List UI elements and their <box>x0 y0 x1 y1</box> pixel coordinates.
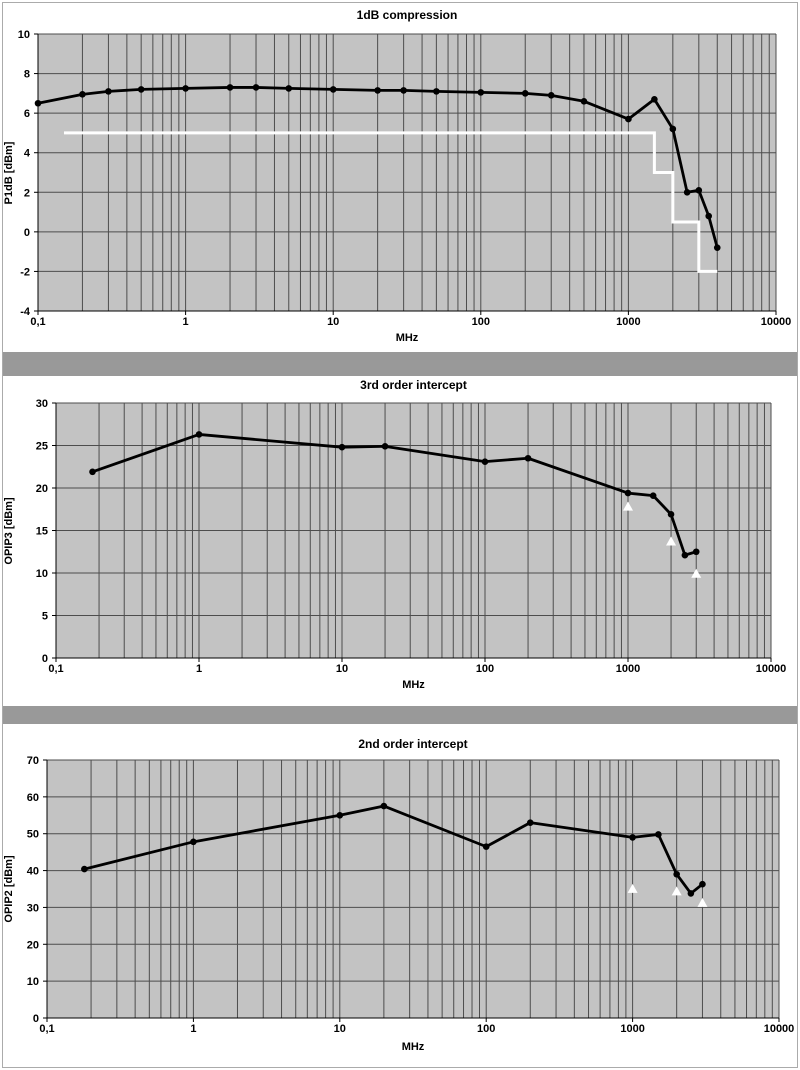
chart-title-opip3: 3rd order intercept <box>360 378 467 392</box>
opip3-chart: 30 25 20 15 10 5 00,1 1 10 100 1000 10000 <box>36 398 787 675</box>
svg-text:0,1: 0,1 <box>39 1023 54 1035</box>
svg-text:10000: 10000 <box>761 316 792 328</box>
svg-text:1: 1 <box>196 663 202 675</box>
spec-arrows <box>627 883 708 907</box>
svg-text:60: 60 <box>27 792 39 804</box>
series-markers <box>89 431 700 559</box>
svg-text:100: 100 <box>477 1023 495 1035</box>
svg-text:10: 10 <box>327 316 339 328</box>
svg-text:4: 4 <box>24 148 31 160</box>
svg-text:10: 10 <box>334 1023 346 1035</box>
svg-text:0: 0 <box>33 1013 39 1025</box>
svg-text:70: 70 <box>27 755 39 767</box>
svg-text:30: 30 <box>27 902 39 914</box>
svg-text:100: 100 <box>472 316 490 328</box>
x-axis-label-opip3: MHz <box>402 679 425 691</box>
svg-text:-2: -2 <box>20 266 30 278</box>
svg-text:-4: -4 <box>20 306 31 318</box>
limit-line <box>63 131 718 273</box>
svg-text:0: 0 <box>24 227 30 239</box>
svg-text:25: 25 <box>36 441 48 453</box>
chart-title-opip2: 2nd order intercept <box>358 737 468 751</box>
svg-text:15: 15 <box>36 526 48 538</box>
svg-text:10: 10 <box>27 976 39 988</box>
panel-2nd-order-intercept: 70 60 50 40 30 20 10 0 0,1 1 10 100 1000 10000 2nd or… <box>0 724 800 1070</box>
svg-text:0,1: 0,1 <box>30 316 45 328</box>
svg-text:0,1: 0,1 <box>48 663 63 675</box>
svg-text:1: 1 <box>190 1023 196 1035</box>
series-markers <box>34 84 721 251</box>
y-axis-label-p1db: P1dB [dBm] <box>3 141 15 204</box>
svg-text:2: 2 <box>24 187 30 199</box>
svg-text:10: 10 <box>336 663 348 675</box>
svg-text:1000: 1000 <box>616 663 640 675</box>
axes-and-ticks: 30 25 20 15 10 5 00,1 1 10 100 1000 10000 <box>36 398 787 675</box>
separator-band <box>3 706 797 724</box>
spec-arrows <box>623 501 702 578</box>
gridlines <box>46 759 780 1019</box>
svg-text:100: 100 <box>476 663 494 675</box>
svg-text:0: 0 <box>42 653 48 665</box>
svg-text:1000: 1000 <box>616 316 640 328</box>
svg-text:10: 10 <box>18 29 30 41</box>
panel-1db-compression: 10 8 6 4 2 0 -2 -4 0,1 1 10 100 1000 10000 1dB compre… <box>0 0 800 352</box>
y-axis-label-opip2: OPIP2 [dBm] <box>3 855 15 923</box>
svg-text:20: 20 <box>36 483 48 495</box>
svg-text:20: 20 <box>27 939 39 951</box>
svg-text:6: 6 <box>24 108 30 120</box>
svg-text:8: 8 <box>24 69 30 81</box>
x-axis-label-opip2: MHz <box>401 1041 425 1053</box>
svg-text:10: 10 <box>36 568 48 580</box>
axes-and-ticks: 10 8 6 4 2 0 -2 -40,1 1 10 100 1000 10000 <box>18 29 792 328</box>
separator-band <box>3 352 797 376</box>
plot-area <box>47 760 779 1018</box>
svg-text:10000: 10000 <box>764 1023 795 1035</box>
svg-text:1000: 1000 <box>620 1023 644 1035</box>
p1db-chart: 10 8 6 4 2 0 -2 -40,1 1 10 100 1000 10000 <box>18 29 792 328</box>
svg-text:30: 30 <box>36 398 48 410</box>
x-axis-label-p1db: MHz <box>395 332 419 344</box>
chart-title-p1db: 1dB compression <box>356 8 458 22</box>
series-markers <box>81 802 706 897</box>
svg-text:10000: 10000 <box>756 663 787 675</box>
svg-text:50: 50 <box>27 829 39 841</box>
svg-text:5: 5 <box>42 611 48 623</box>
svg-text:40: 40 <box>27 866 39 878</box>
svg-text:1: 1 <box>183 316 189 328</box>
panel-3rd-order-intercept: 30 25 20 15 10 5 0 0,1 1 10 100 1000 10000 3rd order… <box>0 376 800 706</box>
y-axis-label-opip3: OPIP3 [dBm] <box>3 496 15 565</box>
